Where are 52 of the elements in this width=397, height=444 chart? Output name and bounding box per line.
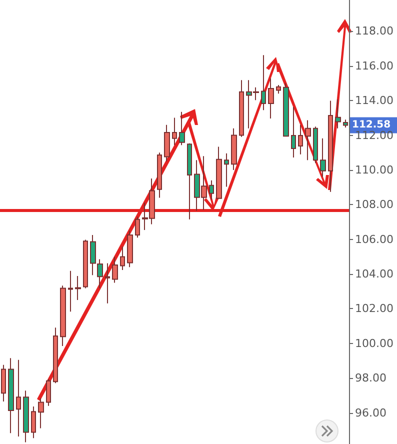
candlestick — [16, 359, 21, 438]
candlestick — [216, 146, 222, 199]
y-tick-label: 106.00 — [355, 232, 394, 246]
y-tick-label: 118.00 — [355, 24, 394, 38]
candlestick — [231, 128, 237, 170]
y-tick-label: 104.00 — [355, 268, 394, 281]
y-tick-label: 102.00 — [355, 302, 394, 316]
candlestick — [276, 84, 281, 94]
candlestick — [75, 275, 81, 301]
candlestick — [328, 100, 333, 192]
candlestick — [112, 256, 118, 284]
candlestick — [261, 54, 266, 111]
candlestick — [298, 124, 303, 155]
candlestick — [127, 230, 133, 268]
y-tick-label: 110.00 — [355, 163, 394, 176]
candlestick — [135, 216, 140, 238]
candlestick — [31, 406, 36, 439]
candlestick — [239, 80, 244, 138]
candlestick — [1, 364, 6, 402]
y-tick-label: 114.00 — [355, 94, 394, 108]
y-tick-label: 116.00 — [355, 59, 394, 72]
candlestick — [320, 138, 326, 178]
y-tick-label: 100.00 — [355, 336, 394, 350]
candlestick — [23, 390, 29, 443]
candlestick — [164, 124, 170, 162]
candlestick — [46, 378, 51, 406]
y-tick-label: 96.00 — [355, 406, 386, 420]
candlestick — [305, 120, 311, 161]
candlestick — [224, 152, 229, 188]
candlestick — [209, 180, 214, 200]
candlestick — [268, 78, 274, 119]
candlestick — [187, 142, 192, 220]
candlestick — [68, 270, 73, 312]
candlestick — [343, 119, 348, 128]
candlestick — [157, 152, 162, 198]
candlestick — [179, 111, 185, 146]
text: 112.58 — [352, 120, 391, 131]
candlestick — [172, 117, 177, 146]
candlestick — [8, 358, 14, 434]
candlestick — [60, 285, 66, 347]
candlestick — [283, 82, 289, 137]
candlestick — [83, 239, 88, 289]
candlestick — [291, 106, 296, 158]
candlestick — [105, 262, 110, 304]
candlestick — [53, 327, 58, 384]
y-tick-label: 98.00 — [355, 372, 386, 385]
y-tick-label: 112.00 — [355, 128, 394, 142]
candlestick — [313, 126, 318, 164]
candlestick — [38, 398, 44, 429]
y-tick-label: 108.00 — [355, 198, 394, 212]
candlestick — [120, 246, 125, 271]
candlestick — [335, 98, 341, 129]
